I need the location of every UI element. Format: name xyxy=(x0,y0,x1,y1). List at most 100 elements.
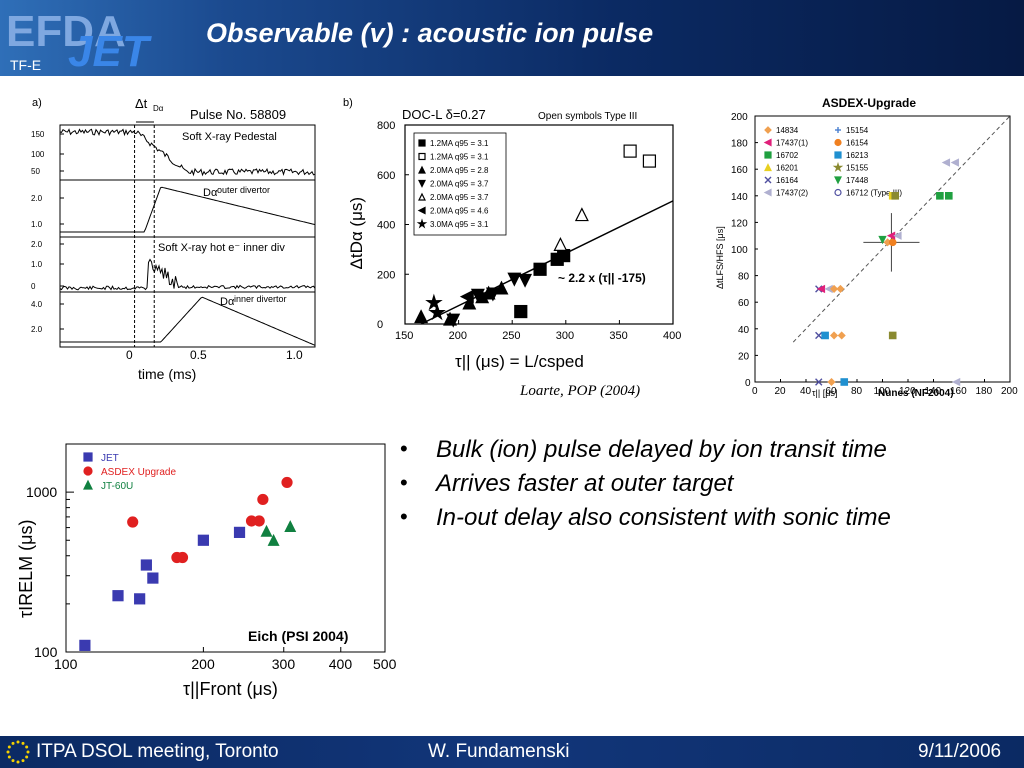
chart-b-point xyxy=(485,287,500,302)
chart-b-legend-marker xyxy=(418,179,426,188)
chart-b-legend-label: 2.0MA q95 = 4.6 xyxy=(430,207,489,216)
chart-c-ytick-label: 160 xyxy=(731,165,748,176)
chart-b-fit-line xyxy=(420,200,674,325)
eich-chart: 100 200 300 400 500 100 1000 τ||Front (μs) τIREL… xyxy=(16,443,397,699)
chart-d-legend-marker xyxy=(83,466,93,476)
chart-c-legend-marker xyxy=(764,176,772,184)
chart-c-point xyxy=(830,331,839,340)
chart-c-legend-label: 16164 xyxy=(776,176,799,185)
chart-c-legend-marker xyxy=(763,188,772,197)
chart-c-ytick-label: 20 xyxy=(738,351,750,362)
chart-b-point xyxy=(414,309,429,324)
trace-label-dalpha-inner-sub: inner divertor xyxy=(234,294,287,304)
chart-c-legend-marker xyxy=(834,188,842,197)
chart-b-point xyxy=(425,293,443,311)
chart-c-xtick-label: 100 xyxy=(874,386,891,397)
title-bar: EFDA JET TF-E Observable (v) : acoustic … xyxy=(0,0,1024,76)
chart-d-point xyxy=(197,534,209,546)
chart-c-point xyxy=(951,377,961,387)
chart-d-xtick-label: 400 xyxy=(329,656,353,672)
eu-star xyxy=(21,741,25,745)
chart-c-legend-marker xyxy=(764,151,772,159)
chart-b-legend-box xyxy=(413,132,507,236)
logo-efda-text: EFDA xyxy=(6,7,126,56)
footer-date: 9/11/2006 xyxy=(918,741,1002,762)
chart-d-point xyxy=(127,516,139,528)
trace-tick: 0 xyxy=(31,282,36,291)
chart-c-legend-label: 16201 xyxy=(776,164,799,173)
delta-t-label: Δt xyxy=(135,96,148,111)
chart-d-xlabel: τ||Front (μs) xyxy=(183,679,278,699)
chart-b-fit-label: ~ 2.2 x (τ|| -175) xyxy=(558,271,646,285)
chart-d-point xyxy=(176,551,189,564)
chart-c-legend-label: 17448 xyxy=(846,176,869,185)
chart-c-point xyxy=(941,158,951,167)
chart-c-legend-label: 15154 xyxy=(846,126,869,135)
chart-b-point xyxy=(514,304,528,319)
trace-label-sxr-pedestal: Soft X-ray Pedestal xyxy=(182,131,277,143)
bullet-list: • Bulk (ion) pulse delayed by ion transit… xyxy=(398,436,1008,538)
footer-bar: ITPA DSOL meeting, Toronto W. Fundamensk… xyxy=(0,736,1024,768)
chart-b-xtick-label: 300 xyxy=(556,330,574,342)
chart-b-legend-label: 2.0MA q95 = 3.7 xyxy=(430,193,489,202)
bullet-dot-icon: • xyxy=(400,504,408,529)
chart-c-point xyxy=(815,331,823,340)
chart-c-legend-label: 16154 xyxy=(846,139,869,148)
chart-d-point xyxy=(134,593,146,605)
chart-c-legend-label: 17437(1) xyxy=(776,139,808,148)
chart-c-xtick-label: 200 xyxy=(1001,386,1018,397)
chart-d-source: Eich (PSI 2004) xyxy=(248,628,348,644)
chart-c-point xyxy=(893,231,902,240)
chart-d-xtick-label: 200 xyxy=(191,656,215,672)
chart-c-legend-label: 16213 xyxy=(846,151,869,160)
eu-star xyxy=(6,750,10,754)
chart-b-xtick-label: 350 xyxy=(609,330,627,342)
trace-tick: 150 xyxy=(31,130,45,139)
chart-b-xtick-label: 150 xyxy=(395,330,413,342)
chart-c-point xyxy=(830,284,839,293)
chart-c-xtick-label: 80 xyxy=(851,386,863,397)
trace-sxr-pedestal xyxy=(59,128,316,177)
chart-b-ytick-label: 600 xyxy=(377,170,395,182)
chart-c-legend-marker xyxy=(835,127,841,133)
chart-d-point xyxy=(257,493,269,506)
chart-c-xtick-label: 160 xyxy=(950,386,967,397)
panel-b-label: b) xyxy=(343,97,353,109)
bullet-item: • Arrives faster at outer target xyxy=(400,470,734,497)
chart-b-point xyxy=(557,248,571,263)
efda-jet-logo: EFDA JET TF-E xyxy=(6,7,152,74)
chart-c-legend-marker xyxy=(764,163,772,172)
chart-c-xtick-label: 120 xyxy=(899,386,916,397)
eu-star xyxy=(26,750,30,754)
trace-tick: 2.0 xyxy=(31,194,43,203)
chart-c-point xyxy=(837,331,846,340)
chart-b-point xyxy=(428,303,446,321)
trace-label-sxr-hot: Soft X-ray hot e⁻ inner div xyxy=(158,242,285,254)
chart-c-point xyxy=(816,284,826,294)
chart-b-xtick-label: 250 xyxy=(502,330,520,342)
trace-tick: 1.0 xyxy=(31,260,43,269)
eu-star xyxy=(11,759,15,763)
chart-b-legend-label: 1.2MA q95 = 3.1 xyxy=(430,139,489,148)
chart-c-legend-marker xyxy=(764,126,772,134)
chart-d-ylabel: τIRELM (μs) xyxy=(16,520,36,618)
trace-tick: 50 xyxy=(31,167,40,176)
chart-b-ytick-label: 200 xyxy=(377,269,395,281)
chart-c-xtick-label: 180 xyxy=(976,386,993,397)
chart-b-legend-marker xyxy=(418,165,426,174)
chart-d-legend-label: JT-60U xyxy=(101,481,133,492)
xaxis-label: time (ms) xyxy=(138,366,196,382)
eu-star xyxy=(16,760,20,764)
chart-b-legend-marker xyxy=(418,192,426,201)
chart-d-xtick-label: 100 xyxy=(54,656,78,672)
chart-c-legend-label: 16712 (Type III) xyxy=(846,189,902,198)
chart-c-source: Nunes (NF2004) xyxy=(878,388,954,399)
chart-c-title: ASDEX-Upgrade xyxy=(822,96,916,110)
chart-c-xtick-label: 40 xyxy=(800,386,812,397)
chart-d-point xyxy=(233,526,246,538)
panel-b-chart: b) DOC-L δ=0.27 Open symbols Type III 150 20… xyxy=(343,97,681,371)
chart-c-point xyxy=(888,331,897,340)
footer-author: W. Fundamenski xyxy=(428,741,570,762)
chart-c-point xyxy=(836,284,845,293)
